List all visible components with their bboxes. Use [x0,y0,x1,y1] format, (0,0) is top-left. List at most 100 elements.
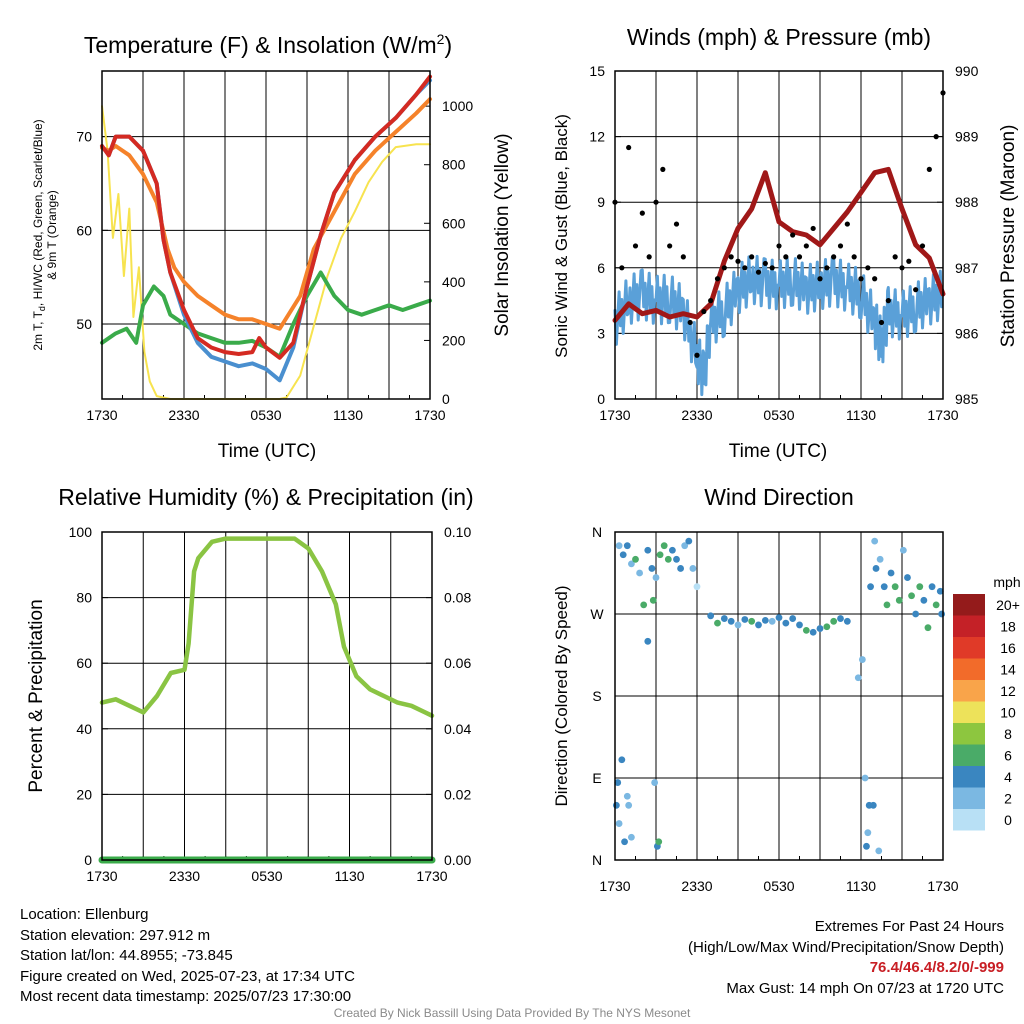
legend-swatch [953,680,985,702]
direction-point [789,615,797,622]
series-line-station-pressure [612,166,946,323]
direction-point [823,623,831,631]
direction-point [628,833,635,841]
wind-direction-panel: Wind Direction Direction (Colored By Spe… [552,484,1021,894]
direction-point [644,546,652,554]
direction-point [644,637,652,645]
gust-point [824,265,830,271]
gust-point [872,276,878,282]
legend-swatch [953,637,985,659]
direction-point [904,574,911,581]
legend-swatch [953,701,985,723]
temp-panel-title: Temperature (F) & Insolation (W/m2) [84,31,452,58]
direction-point [932,601,940,609]
humidity-panel: Relative Humidity (%) & Precipitation (i… [26,484,474,884]
x-tick-label: 1130 [333,407,363,423]
series-line-9m-t [100,97,432,331]
direction-point [649,596,657,604]
plot-frame [614,531,944,861]
direction-point [727,617,735,625]
x-tick-label: 0530 [250,407,281,423]
max-gust: Max Gust: 14 mph On 07/23 at 1720 UTC [726,979,1004,997]
direction-point [863,842,870,850]
direction-point [895,596,903,604]
direction-point [768,617,776,625]
y-left-tick-label: 6 [597,260,605,276]
direction-point [625,801,633,809]
gust-point [680,254,686,260]
y-right-tick-label: 985 [955,391,979,407]
legend-label: 14 [1000,662,1016,678]
wind-ylabel-right: Station Pressure (Maroon) [998,125,1019,348]
direction-point [782,619,790,627]
direction-point [872,565,880,572]
direction-tick-label: N [592,852,602,868]
recent-data-timestamp: Most recent data timestamp: 2025/07/23 1… [20,988,352,1005]
legend-swatch [953,615,985,637]
temp-ylabel-left-line2: & 9m T (Orange) [45,190,59,280]
y-right-tick-label: 1000 [442,98,473,114]
y-right-tick-label: 600 [442,215,466,231]
series-line-2m-td [100,270,432,359]
y-left-tick-label: 0 [84,852,92,868]
direction-point [734,621,742,629]
gust-point [735,258,741,264]
y-right-tick-label: 990 [955,63,979,79]
direction-point [748,617,756,625]
gust-point [892,254,898,260]
direction-point [869,801,877,809]
x-tick-label: 1130 [846,878,876,894]
direction-tick-label: N [592,524,602,540]
direction-point [867,583,874,591]
gust-point [913,287,919,293]
gust-point [899,265,905,271]
direction-point [664,555,672,563]
gust-point [831,254,837,260]
direction-point [875,847,883,855]
y-right-tick-label: 0.02 [444,786,471,802]
extremes-values: 76.4/46.4/8.2/0/-999 [869,959,1004,976]
dir-panel-title: Wind Direction [704,484,854,510]
gust-point [769,265,775,271]
gust-point [653,199,659,205]
figure-created: Figure created on Wed, 2025-07-23, at 17… [20,967,355,985]
direction-point [775,614,783,622]
credit-line: Created By Nick Bassill Using Data Provi… [333,1006,691,1020]
gust-point [619,265,625,271]
gust-point [646,254,652,260]
direction-point [796,621,803,629]
direction-point [651,779,659,786]
rh-panel-title: Relative Humidity (%) & Precipitation (i… [58,484,473,510]
direction-point [648,565,656,572]
direction-point [685,537,693,545]
legend-swatch [953,809,985,831]
gust-point [762,260,768,267]
direction-point [912,610,920,618]
gust-point [906,258,912,264]
wind-xlabel: Time (UTC) [729,441,828,462]
y-left-tick-label: 60 [76,222,92,238]
x-tick-label: 2330 [169,868,200,884]
direction-point [689,565,697,572]
temp-xlabel: Time (UTC) [218,441,317,462]
legend-label: 18 [1000,619,1016,635]
direction-point [816,625,824,632]
direction-point [652,574,660,581]
direction-point [720,615,728,622]
gust-point [714,276,721,282]
direction-point [707,612,715,620]
y-left-tick-label: 0 [597,391,605,407]
gust-point [919,243,926,249]
y-left-tick-label: 100 [69,524,93,540]
y-right-tick-label: 989 [955,129,979,145]
direction-point [936,587,944,595]
legend-label: 12 [1000,683,1016,699]
y-right-tick-label: 0.06 [444,655,471,671]
y-right-tick-label: 0 [442,391,450,407]
gust-point [667,243,673,249]
direction-point [854,674,862,682]
direction-point [623,542,631,550]
gust-point [728,254,734,260]
gust-point [837,243,844,249]
direction-point [864,829,872,837]
